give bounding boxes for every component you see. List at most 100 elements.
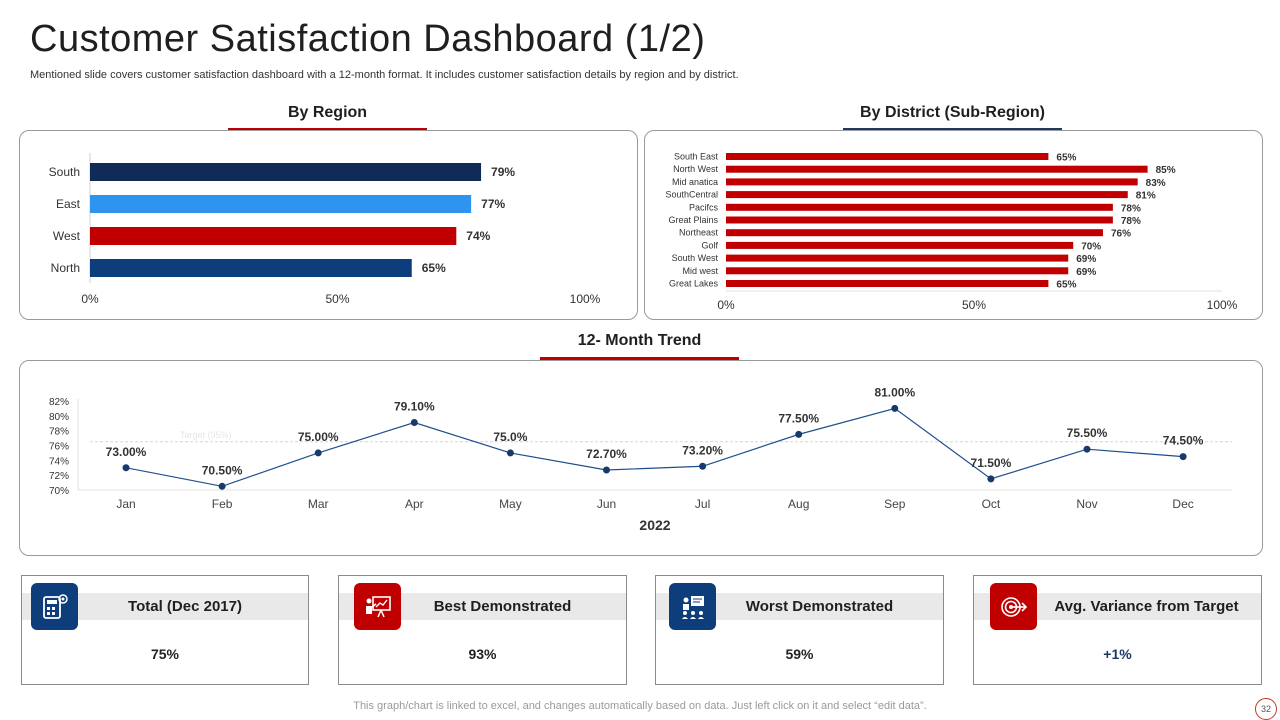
x-tick-label: Oct: [982, 497, 1001, 511]
data-label: 77%: [481, 197, 505, 211]
data-label: 72.70%: [586, 447, 627, 461]
category-label: South West: [672, 253, 719, 263]
data-label: 69%: [1076, 267, 1096, 278]
district-chart-panel[interactable]: South East 65% North West 85% Mid anatica 83%…: [644, 130, 1263, 320]
x-tick-label: Apr: [405, 497, 424, 511]
x-tick-label: Jul: [695, 497, 710, 511]
bar: [726, 280, 1049, 287]
data-point: [122, 464, 130, 472]
data-label: 65%: [422, 261, 446, 275]
kpi-label: Best Demonstrated: [433, 598, 572, 615]
bar: [90, 227, 457, 245]
trend-line-chart[interactable]: 70% 72% 74% 76% 78% 80% 82% Target (95%) 73.00% J…: [20, 361, 1262, 555]
x-tick-label: May: [499, 497, 522, 511]
team-board-icon: [669, 583, 716, 630]
district-bar-chart[interactable]: South East 65% North West 85% Mid anatica 83%…: [645, 131, 1262, 319]
series-line: [125, 407, 1184, 487]
x-tick-label: Sep: [884, 497, 906, 511]
region-chart-title: By Region: [287, 104, 368, 121]
tick-label: 0%: [81, 292, 99, 306]
bar: [726, 203, 1113, 211]
data-label: 71.50%: [971, 456, 1012, 470]
data-point: [795, 430, 803, 438]
bar: [726, 229, 1103, 237]
data-point: [410, 419, 418, 427]
tick-label: 74%: [49, 456, 69, 467]
data-label: 78%: [1121, 203, 1141, 214]
page-number: 32: [1255, 698, 1277, 720]
tick-label: 76%: [49, 442, 69, 453]
bar: [90, 163, 482, 181]
category-label: South East: [674, 152, 719, 162]
data-label: 83%: [1146, 178, 1166, 189]
data-label: 65%: [1056, 153, 1076, 164]
category-label: Mid anatica: [672, 177, 718, 187]
data-label: 76%: [1111, 229, 1131, 240]
tick-label: 80%: [49, 412, 69, 423]
data-point: [699, 462, 707, 470]
category-label: Great Lakes: [669, 279, 719, 289]
data-point: [1083, 445, 1091, 453]
kpi-card-total: Total (Dec 2017) 75%: [21, 575, 309, 685]
data-label: 78%: [1121, 216, 1141, 227]
kpi-value: 75%: [150, 646, 180, 662]
kpi-label: Avg. Variance from Target: [1054, 598, 1239, 615]
kpi-card-best: Best Demonstrated 93%: [338, 575, 627, 685]
data-point: [1179, 453, 1187, 461]
category-label: Mid west: [682, 266, 718, 276]
data-point: [218, 482, 226, 490]
x-tick-label: Dec: [1172, 497, 1193, 511]
data-label: 70.50%: [202, 463, 243, 477]
x-tick-label: Nov: [1076, 497, 1097, 511]
target-label: Target (95%): [180, 430, 232, 440]
data-label: 79.10%: [394, 400, 435, 414]
x-tick-label: Aug: [788, 497, 809, 511]
bar: [726, 254, 1069, 262]
bar: [726, 191, 1128, 199]
category-label: North West: [673, 164, 718, 174]
data-point: [987, 475, 995, 483]
tick-label: 70%: [49, 486, 69, 497]
data-label: 69%: [1076, 254, 1096, 265]
trend-title-underline: [540, 357, 739, 361]
category-label: West: [53, 229, 81, 243]
tick-label: 100%: [1207, 298, 1238, 312]
bar: [726, 178, 1138, 186]
bar: [90, 259, 412, 277]
bar: [90, 195, 472, 213]
x-tick-label: Jan: [116, 497, 135, 511]
data-label: 75.50%: [1067, 426, 1108, 440]
page-subtitle: Mentioned slide covers customer satisfac…: [30, 69, 739, 81]
bar: [726, 241, 1074, 249]
x-tick-label: Mar: [308, 497, 329, 511]
tick-label: 82%: [49, 397, 69, 408]
category-label: Great Plains: [668, 215, 718, 225]
region-bar-chart[interactable]: South 79% East 77% West 74% North 65% 0% 50% 100%: [20, 131, 637, 319]
bar: [726, 153, 1049, 160]
data-label: 73.00%: [106, 445, 147, 459]
data-label: 74%: [466, 229, 490, 243]
data-point: [314, 449, 322, 457]
trend-chart-panel[interactable]: 70% 72% 74% 76% 78% 80% 82% Target (95%) 73.00% J…: [19, 360, 1263, 556]
page-title: Customer Satisfaction Dashboard (1/2): [30, 18, 706, 60]
target-icon: [990, 583, 1037, 630]
data-label: 79%: [491, 165, 515, 179]
kpi-value: +1%: [1103, 646, 1132, 662]
tick-label: 50%: [962, 298, 986, 312]
bar: [726, 216, 1113, 224]
bar: [726, 267, 1069, 275]
data-label: 81.00%: [874, 385, 915, 399]
category-label: East: [56, 197, 81, 211]
kpi-card-worst: Worst Demonstrated 59%: [655, 575, 944, 685]
x-axis-title: 2022: [639, 517, 670, 533]
trend-chart-title: 12- Month Trend: [577, 332, 702, 349]
presentation-icon: [354, 583, 401, 630]
data-label: 70%: [1081, 241, 1101, 252]
category-label: North: [51, 261, 80, 275]
region-chart-panel[interactable]: South 79% East 77% West 74% North 65% 0% 50% 100%: [19, 130, 638, 320]
kpi-label: Total (Dec 2017): [128, 598, 242, 615]
tick-label: 72%: [49, 471, 69, 482]
kpi-value: 59%: [785, 646, 814, 662]
kpi-value: 93%: [468, 646, 497, 662]
tick-label: 100%: [570, 292, 601, 306]
